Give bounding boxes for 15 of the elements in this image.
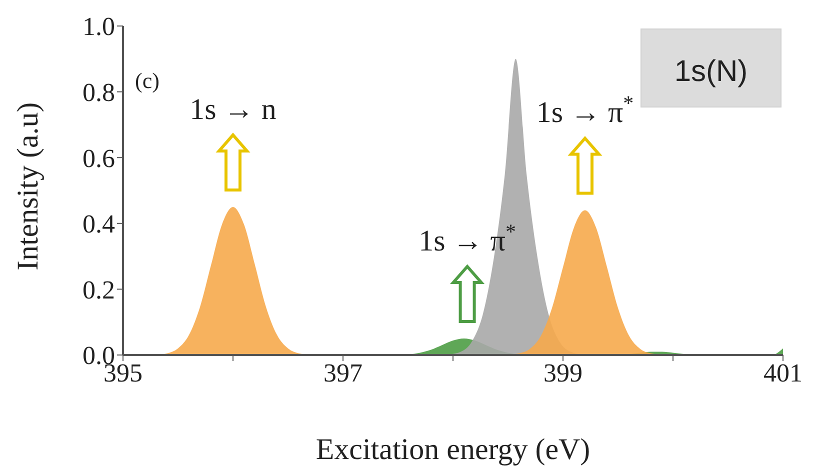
y-tick-label: 0.8 <box>82 78 115 108</box>
y-tick-label: 0.4 <box>82 210 115 239</box>
x-tick-label: 397 <box>324 358 362 388</box>
annotation: 1s → π$^{*}$ <box>418 220 516 258</box>
y-axis-title: Intensity (a.u) <box>12 102 45 270</box>
y-tick-label: 0.2 <box>82 275 115 304</box>
x-tick-label: 401 <box>764 358 802 388</box>
x-tick-label: 399 <box>544 358 582 388</box>
annotation: 1s → π$^{*}$ <box>536 91 634 130</box>
x-axis-title: Excitation energy (eV) <box>316 433 590 466</box>
annotation: 1s(N) <box>674 55 748 88</box>
y-tick-label: 1.0 <box>82 12 115 42</box>
annotation: 1s → n <box>190 92 276 126</box>
annotation: (c) <box>135 68 160 93</box>
y-tick-label: 0.6 <box>82 144 115 173</box>
